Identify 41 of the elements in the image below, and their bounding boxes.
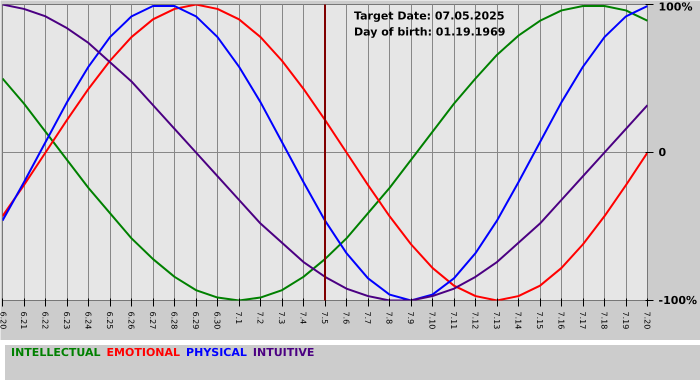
x-tick-label: 6.22 (40, 312, 50, 330)
y-tick-label: 0 (658, 146, 666, 159)
y-tick-label: -100% (658, 294, 698, 307)
x-tick-label: 7.18 (600, 312, 608, 330)
x-tick-label: 7.12 (470, 312, 480, 330)
x-tick-label: 7.17 (578, 312, 587, 330)
x-tick-label: 6.30 (212, 312, 222, 330)
x-tick-label: 6.24 (84, 312, 92, 330)
x-tick-label: 7.4 (298, 312, 308, 324)
x-tick-label: 7.14 (514, 312, 522, 330)
line-series (2, 4, 648, 300)
x-tick-label: 7.6 (342, 312, 350, 324)
x-tick-label: 6.27 (148, 312, 157, 330)
annotation: Day of birth: 01.19.1969 (354, 26, 506, 38)
annotation: Target Date: 07.05.2025 (354, 10, 504, 22)
y-tick-label: 100% (658, 0, 692, 14)
x-tick-label: 7.1 (234, 312, 243, 324)
x-tick-label: 6.25 (105, 312, 114, 330)
x-tick-label: 6.28 (170, 312, 178, 330)
x-tick-label: 7.7 (363, 312, 372, 324)
text: EMOTIONAL (106, 346, 180, 359)
x-tick-label: 6.23 (62, 312, 71, 330)
x-tick-label: 7.19 (621, 312, 630, 330)
x-tick-label: 7.3 (277, 312, 286, 324)
x-tick-label: 7.11 (449, 312, 458, 330)
x-tick-label: 7.10 (428, 312, 436, 330)
x-tick-label: 7.9 (406, 312, 415, 324)
x-tick-label: 6.20 (0, 312, 8, 330)
x-tick-label: 6.26 (126, 312, 136, 330)
text: INTUITIVE (252, 346, 314, 359)
x-tick-label: 7.16 (556, 312, 566, 330)
x-tick-label: 7.2 (256, 312, 264, 324)
x-tick-label: 7.20 (642, 312, 652, 330)
x-tick-label: 7.5 (320, 312, 329, 324)
x-tick-label: 7.15 (535, 312, 544, 330)
text: PHYSICAL (186, 346, 247, 359)
x-tick-label: 7.13 (492, 312, 501, 330)
x-tick-label: 6.21 (19, 312, 28, 330)
x-tick-label: 7.8 (384, 312, 394, 324)
text: INTELLECTUAL (11, 346, 101, 359)
x-tick-label: 6.29 (191, 312, 200, 330)
